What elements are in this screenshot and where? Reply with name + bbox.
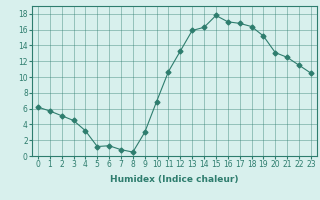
X-axis label: Humidex (Indice chaleur): Humidex (Indice chaleur) (110, 175, 239, 184)
